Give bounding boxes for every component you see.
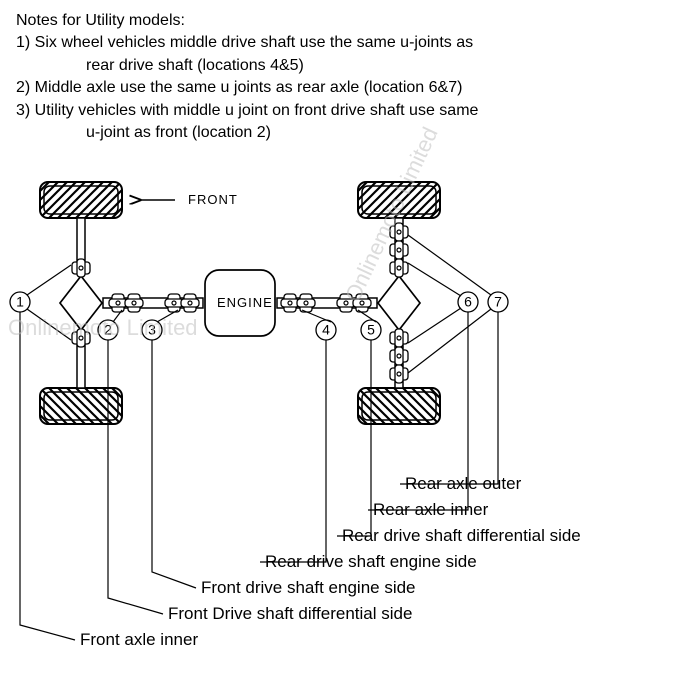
notes-line: 3) Utility vehicles with middle u joint … bbox=[16, 100, 684, 122]
label-front-shaft-diff: Front Drive shaft differential side bbox=[168, 604, 412, 624]
ujoint-4b bbox=[297, 294, 315, 312]
label-rear-shaft-engine: Rear drive shaft engine side bbox=[265, 552, 477, 572]
notes-line: 2) Middle axle use the same u joints as … bbox=[16, 77, 684, 99]
ujoint-5b bbox=[353, 294, 371, 312]
engine-label: ENGINE bbox=[217, 295, 273, 310]
vehicle-diagram: 1 2 3 4 5 6 7 bbox=[0, 170, 700, 700]
svg-text:1: 1 bbox=[16, 294, 24, 310]
notes-title: Notes for Utility models: bbox=[16, 10, 684, 32]
label-front-shaft-engine: Front drive shaft engine side bbox=[201, 578, 416, 598]
ujoint-1-bot bbox=[72, 329, 90, 347]
ujoint-6-top bbox=[390, 241, 408, 259]
ujoint-1-top bbox=[72, 259, 90, 277]
front-right-wheel bbox=[40, 388, 122, 424]
ujoint-3b bbox=[181, 294, 199, 312]
notes-line: u-joint as front (location 2) bbox=[16, 122, 684, 144]
rear-right-wheel bbox=[358, 388, 440, 424]
svg-text:3: 3 bbox=[148, 322, 156, 338]
front-direction-label: FRONT bbox=[188, 192, 238, 207]
svg-text:7: 7 bbox=[494, 294, 502, 310]
ujoint-6-bot bbox=[390, 329, 408, 347]
notes-line: 1) Six wheel vehicles middle drive shaft… bbox=[16, 32, 684, 54]
ujoint-2b bbox=[125, 294, 143, 312]
svg-text:4: 4 bbox=[322, 322, 330, 338]
label-front-axle-inner: Front axle inner bbox=[80, 630, 198, 650]
ujoint-3 bbox=[165, 294, 183, 312]
notes-block: Notes for Utility models: 1) Six wheel v… bbox=[0, 0, 700, 144]
ujoint-5 bbox=[337, 294, 355, 312]
ujoint-6-bot2 bbox=[390, 347, 408, 365]
notes-line: rear drive shaft (locations 4&5) bbox=[16, 55, 684, 77]
ujoint-7-bot bbox=[390, 365, 408, 383]
label-rear-shaft-diff: Rear drive shaft differential side bbox=[342, 526, 581, 546]
ujoint-2 bbox=[109, 294, 127, 312]
svg-text:2: 2 bbox=[104, 322, 112, 338]
label-rear-axle-inner: Rear axle inner bbox=[373, 500, 488, 520]
front-left-wheel bbox=[40, 182, 122, 218]
ujoint-6-top2 bbox=[390, 259, 408, 277]
ujoint-7-top bbox=[390, 223, 408, 241]
ujoint-4 bbox=[281, 294, 299, 312]
svg-text:6: 6 bbox=[464, 294, 472, 310]
rear-left-wheel bbox=[358, 182, 440, 218]
svg-text:5: 5 bbox=[367, 322, 375, 338]
label-rear-axle-outer: Rear axle outer bbox=[405, 474, 521, 494]
